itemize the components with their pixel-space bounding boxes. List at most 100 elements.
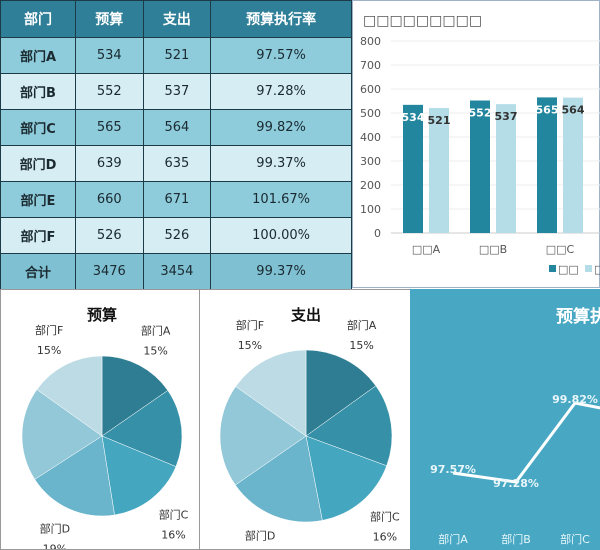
y-tick-label: 700 (360, 59, 381, 72)
cell-expense: 564 (142, 109, 212, 146)
cell-dept: 合计 (0, 253, 76, 290)
table-row: 部门A 534 521 97.57% (0, 37, 352, 74)
cell-dept: 部门D (0, 145, 76, 182)
cell-budget: 639 (74, 145, 144, 182)
x-tick-label: □□C (546, 243, 575, 256)
table-header: 部门 预算 支出 预算执行率 (0, 0, 352, 38)
data-label: 564 (562, 104, 585, 117)
x-tick-label: □□A (412, 243, 441, 256)
cell-dept: 部门E (0, 181, 76, 218)
data-label: 99.82% (552, 393, 598, 406)
pie-slice (219, 386, 307, 486)
pie-label-category: 部门D (40, 521, 70, 535)
pie-label-category: 部门A (141, 324, 171, 338)
table-row: 部门F 526 526 100.00% (0, 217, 352, 254)
pie-label-category: 部门C (370, 509, 400, 523)
cell-rate: 101.67% (210, 181, 352, 218)
table-row: 部门E 660 671 101.67% (0, 181, 352, 218)
bar-chart-panel: □□□□□□□□□ 0 100 200 300 400 500 600 700 800 534 521… (352, 0, 600, 288)
y-tick-label: 100 (360, 203, 381, 216)
pie-slice (101, 355, 169, 437)
pie-label-category: 部门C (159, 507, 189, 521)
pie-slice (101, 390, 183, 467)
pie-label-percent: 19% (43, 542, 67, 550)
pie-label-percent: 15% (238, 339, 262, 352)
cell-expense: 537 (142, 73, 212, 110)
bar-budget (537, 97, 557, 234)
cell-rate: 99.37% (210, 253, 352, 290)
cell-expense: 635 (142, 145, 212, 182)
chart-title: □□□□□□□□□ (363, 13, 482, 29)
data-label: 537 (495, 110, 518, 123)
cell-rate: 99.82% (210, 109, 352, 146)
cell-dept: 部门A (0, 37, 76, 74)
cell-dept: 部门C (0, 109, 76, 146)
y-tick-label: 200 (360, 179, 381, 192)
pie-slice (305, 349, 377, 437)
cell-expense: 521 (142, 37, 212, 74)
y-tick-label: 300 (360, 155, 381, 168)
pie-title: 支出 (290, 306, 321, 324)
table-total-row: 合计 3476 3454 99.37% (0, 253, 352, 290)
rate-line-panel: 预算执行率 97.57% 部门A 97.28% 部门B 99.82% 部门C (410, 289, 600, 550)
cell-rate: 99.37% (210, 145, 352, 182)
y-tick-label: 800 (360, 35, 381, 48)
y-tick-label: 600 (360, 83, 381, 96)
pie-slice (21, 389, 103, 480)
cell-budget: 565 (74, 109, 144, 146)
cell-expense: 526 (142, 217, 212, 254)
cell-budget: 660 (74, 181, 144, 218)
cell-dept: 部门F (0, 217, 76, 254)
cell-expense: 3454 (142, 253, 212, 290)
bar-expense (496, 104, 516, 234)
cell-rate: 97.57% (210, 37, 352, 74)
header-dept: 部门 (0, 0, 76, 38)
pie-label-category: 部门F (236, 318, 264, 332)
x-tick-label: 部门B (501, 532, 531, 546)
pie-label-category: 部门A (347, 318, 377, 332)
pie-label-percent: 15% (37, 344, 61, 357)
header-rate: 预算执行率 (210, 0, 352, 38)
pie-label-percent: 15% (349, 339, 373, 352)
data-label: 97.28% (493, 477, 539, 490)
pie-label-category: 部门D (245, 528, 275, 542)
data-label: 552 (469, 107, 492, 120)
header-budget: 预算 (74, 0, 144, 38)
rate-line-chart: 预算执行率 97.57% 部门A 97.28% 部门B 99.82% 部门C (430, 306, 600, 546)
x-tick-label: 部门C (560, 532, 590, 546)
pie-slice (36, 355, 103, 437)
table-row: 部门D 639 635 99.37% (0, 145, 352, 182)
legend-label: □□ (558, 263, 579, 276)
legend-swatch (549, 265, 556, 272)
cell-budget: 3476 (74, 253, 144, 290)
cell-expense: 671 (142, 181, 212, 218)
pie-slice (101, 435, 177, 516)
pie-slice (34, 435, 115, 517)
legend-label: □□ (594, 263, 600, 276)
bar-expense (563, 97, 583, 233)
cell-budget: 552 (74, 73, 144, 110)
data-label: 565 (536, 103, 559, 116)
table-row: 部门C 565 564 99.82% (0, 109, 352, 146)
bar-budget (403, 104, 423, 233)
y-tick-label: 400 (360, 131, 381, 144)
pie-label-category: 部门F (35, 323, 63, 337)
table-row: 部门B 552 537 97.28% (0, 73, 352, 110)
header-expense: 支出 (142, 0, 212, 38)
legend-swatch (585, 265, 592, 272)
pie-label-percent: 16% (373, 530, 397, 543)
cell-dept: 部门B (0, 73, 76, 110)
data-label: 534 (402, 111, 425, 124)
rate-line (452, 401, 600, 484)
line-title: 预算执行率 (556, 306, 600, 327)
cell-rate: 97.28% (210, 73, 352, 110)
pie-title: 预算 (87, 306, 117, 324)
pie-slice (305, 385, 393, 467)
budget-table: 部门 预算 支出 预算执行率 部门A 534 521 97.57% 部门B 552 537 9… (0, 0, 352, 290)
pie-slice (234, 435, 323, 523)
bar-chart: □□□□□□□□□ 0 100 200 300 400 500 600 700 800 534 521… (360, 13, 600, 276)
y-tick-label: 0 (374, 227, 381, 240)
